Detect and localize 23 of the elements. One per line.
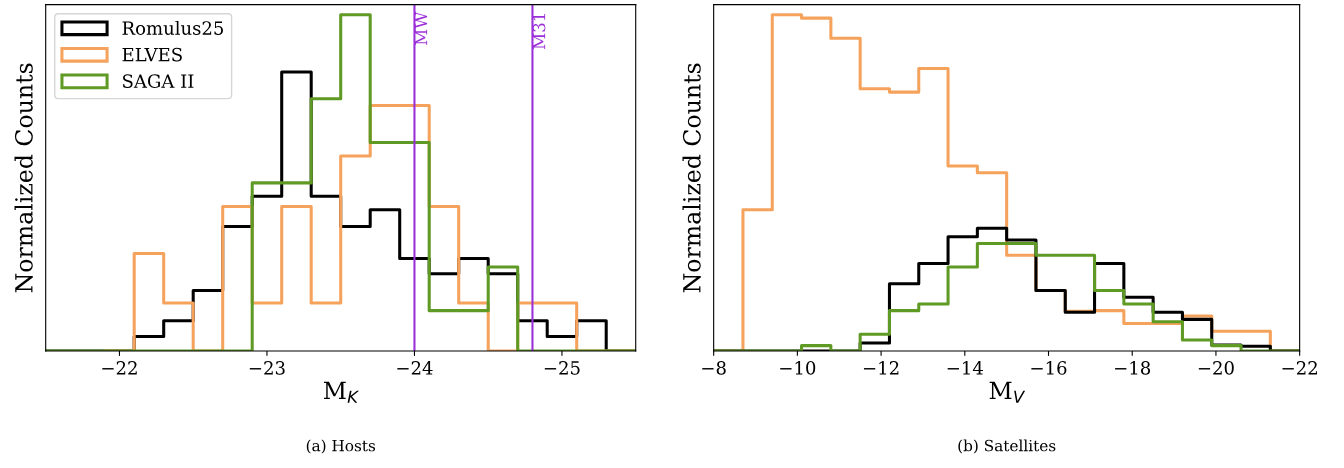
x-tick-label: −22 (1282, 361, 1317, 375)
legend-label: Romulus25 (122, 20, 223, 35)
x-tick-label: −18 (1115, 361, 1151, 375)
x-tick-label: −16 (1031, 361, 1067, 375)
x-tick-label: −12 (863, 361, 899, 375)
ref-line-label: M31 (532, 13, 546, 50)
x-tick-label: −20 (1198, 361, 1234, 375)
x-tick-label: −14 (947, 361, 983, 375)
x-tick-label: −10 (780, 361, 816, 375)
x-axis-title: M$_{K}$ (323, 381, 360, 403)
y-axis-title: Normalized Counts (682, 63, 701, 293)
x-tick-label: −22 (102, 361, 137, 375)
ref-line-label: MW (414, 11, 428, 45)
legend-label: ELVES (122, 47, 182, 62)
text: (a) Hosts (306, 439, 376, 454)
x-tick-label: −23 (249, 361, 285, 375)
text: (b) Satellites (958, 439, 1056, 454)
x-tick-label: −25 (544, 361, 580, 375)
x-tick-label: −24 (397, 361, 433, 375)
y-axis-title: Normalized Counts (14, 63, 33, 293)
x-tick-label: −8 (702, 361, 726, 375)
legend-label: SAGA II (123, 74, 194, 88)
x-axis-title: M$_{V}$ (989, 381, 1026, 403)
